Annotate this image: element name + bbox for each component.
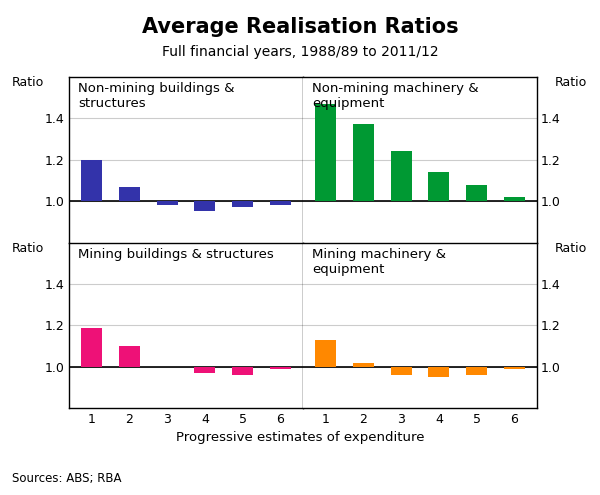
Text: Ratio: Ratio (12, 242, 44, 254)
Text: Sources: ABS; RBA: Sources: ABS; RBA (12, 472, 121, 485)
Bar (353, 124, 374, 201)
Bar (391, 367, 412, 375)
Text: Ratio: Ratio (554, 242, 587, 254)
Bar (232, 201, 253, 207)
Bar (315, 103, 336, 201)
Bar (119, 187, 140, 201)
Text: Average Realisation Ratios: Average Realisation Ratios (142, 17, 458, 37)
Bar (315, 340, 336, 367)
Bar (428, 172, 449, 201)
Bar (466, 185, 487, 201)
Bar (504, 367, 525, 369)
Text: Mining machinery &
equipment: Mining machinery & equipment (313, 248, 446, 276)
Bar (353, 363, 374, 367)
Bar (81, 160, 102, 201)
Text: Full financial years, 1988/89 to 2011/12: Full financial years, 1988/89 to 2011/12 (161, 45, 439, 58)
Bar (428, 367, 449, 377)
Bar (504, 197, 525, 201)
Bar (119, 346, 140, 367)
Bar (466, 367, 487, 375)
Text: Progressive estimates of expenditure: Progressive estimates of expenditure (176, 431, 424, 444)
Bar (157, 201, 178, 205)
Text: Ratio: Ratio (12, 76, 44, 89)
Bar (270, 201, 291, 205)
Bar (232, 367, 253, 375)
Bar (81, 328, 102, 367)
Bar (270, 367, 291, 369)
Text: Mining buildings & structures: Mining buildings & structures (79, 248, 274, 260)
Text: Non-mining machinery &
equipment: Non-mining machinery & equipment (313, 82, 479, 110)
Text: Non-mining buildings &
structures: Non-mining buildings & structures (79, 82, 235, 110)
Bar (194, 367, 215, 373)
Text: Ratio: Ratio (554, 76, 587, 89)
Bar (391, 151, 412, 201)
Bar (194, 201, 215, 211)
